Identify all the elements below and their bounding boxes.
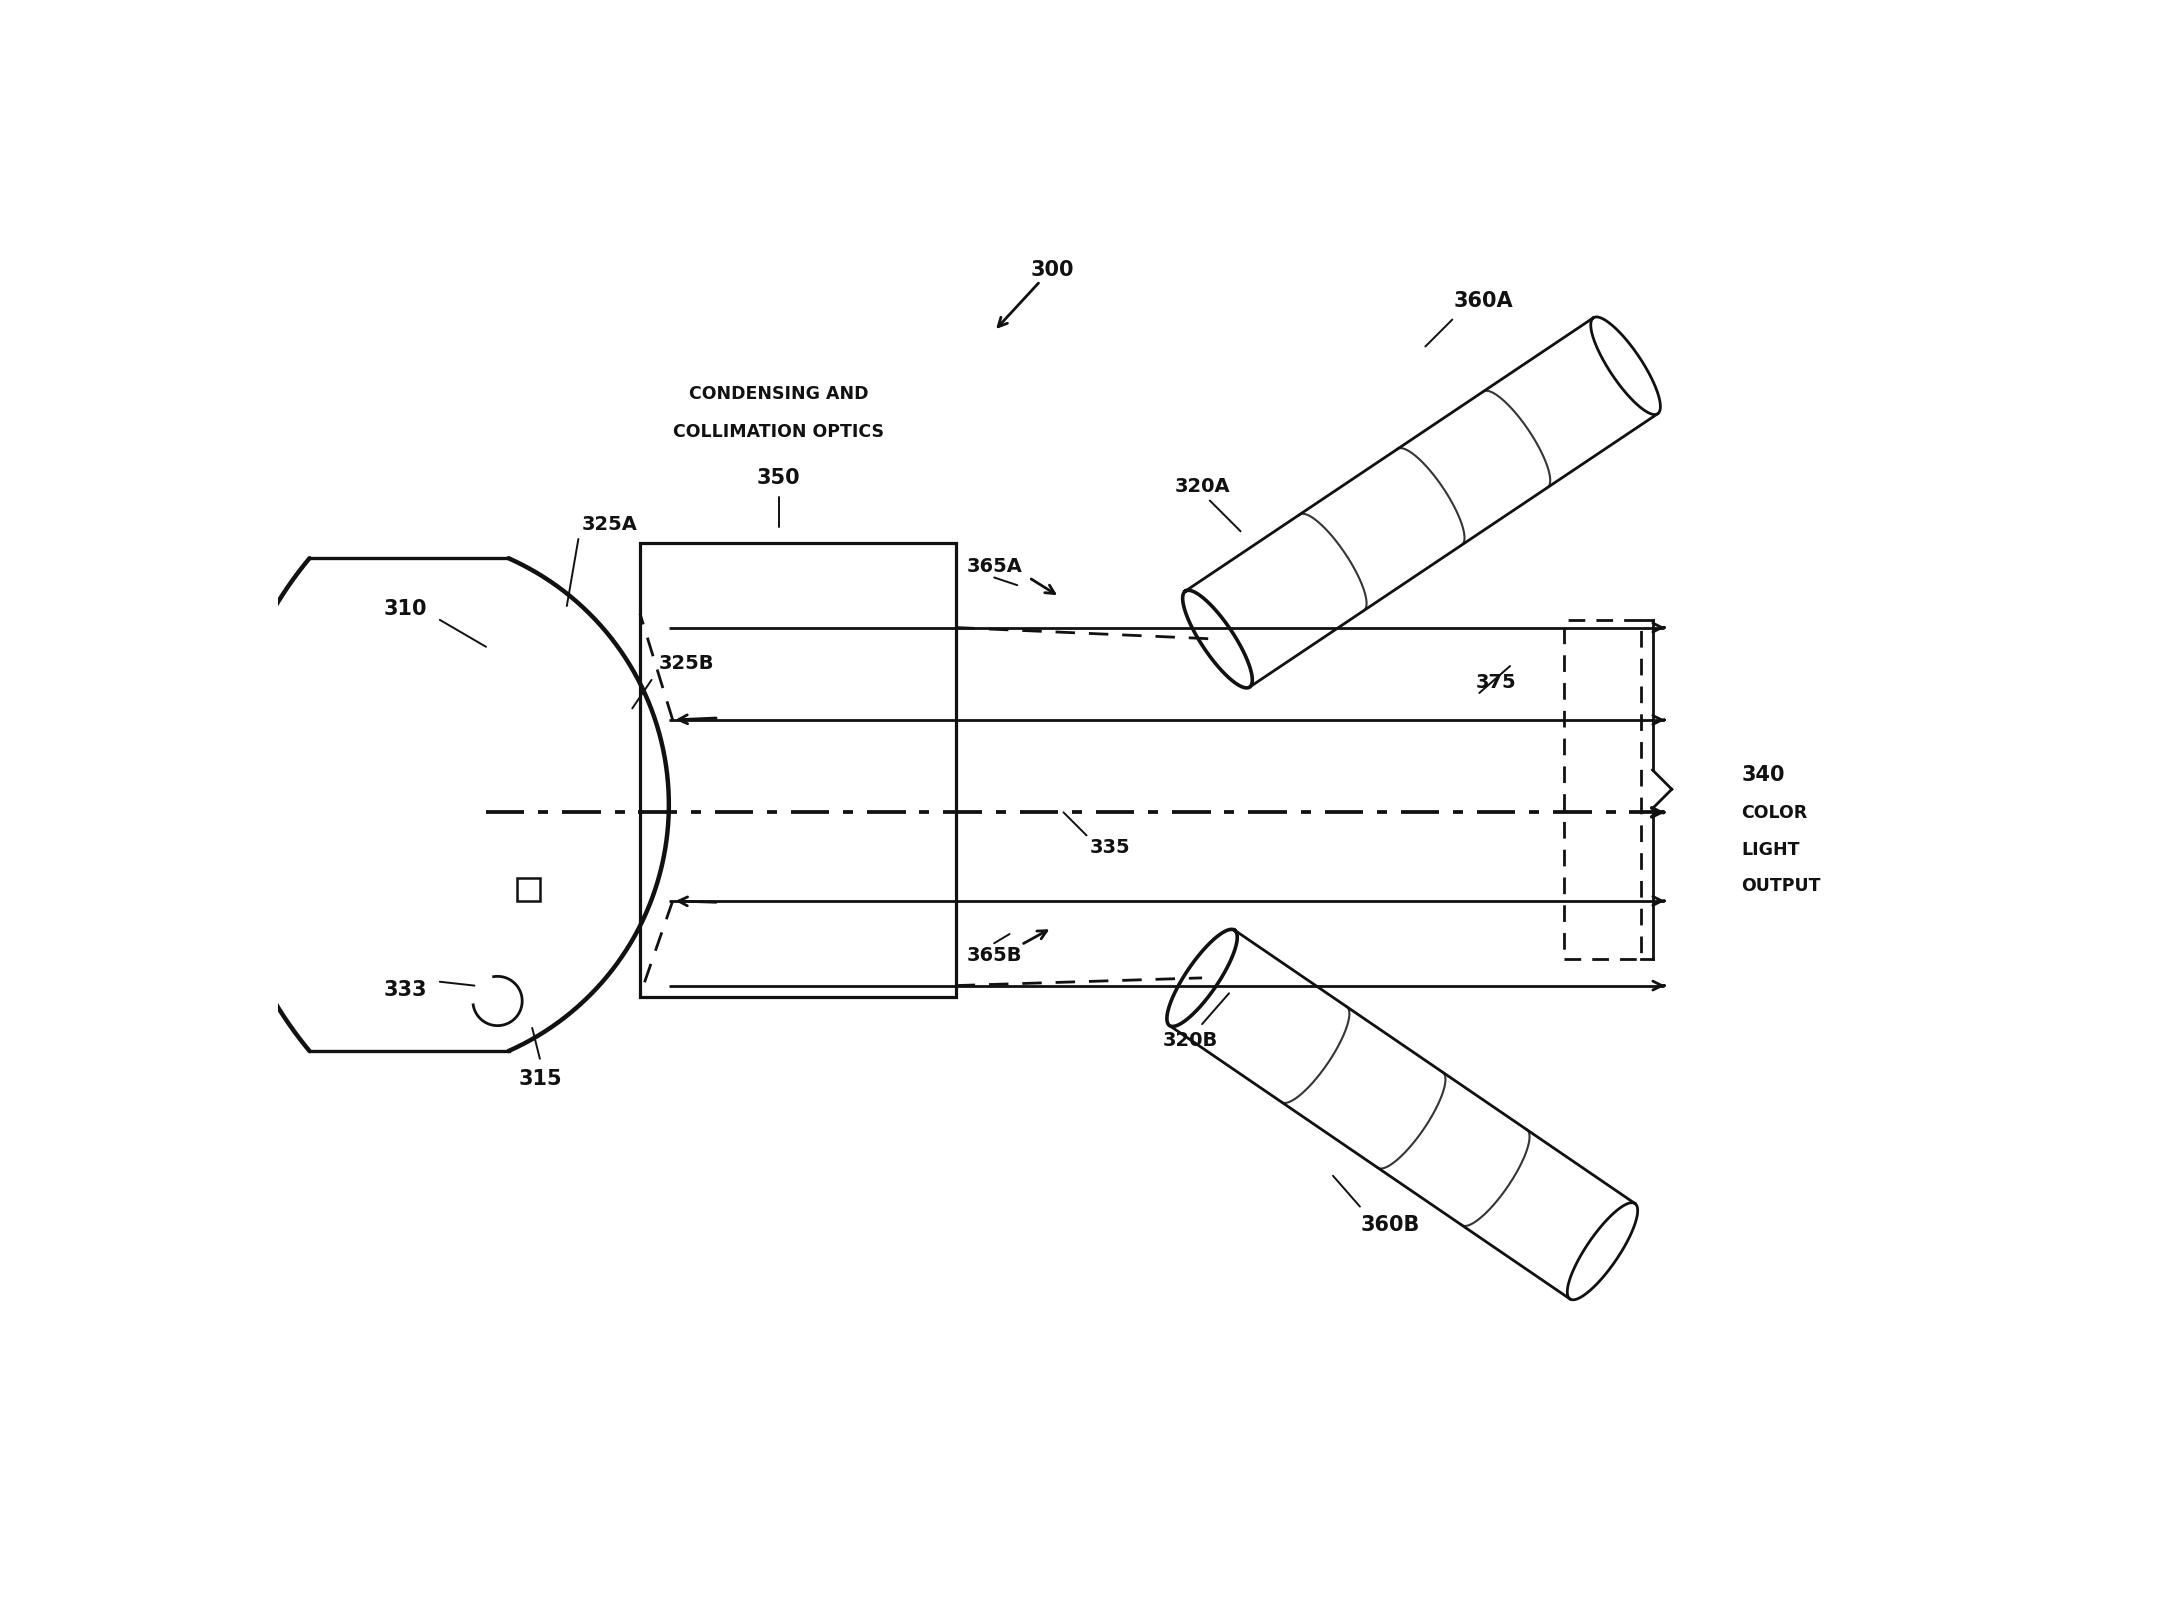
Text: 300: 300: [1029, 260, 1073, 281]
Text: 365B: 365B: [966, 945, 1023, 965]
Bar: [517, 878, 541, 902]
Text: 365A: 365A: [966, 557, 1023, 576]
Bar: [1564, 621, 1640, 960]
Text: CONDENSING AND: CONDENSING AND: [689, 385, 868, 403]
Text: 375: 375: [1474, 672, 1516, 692]
Text: 333: 333: [384, 979, 427, 1000]
Text: 325B: 325B: [659, 653, 713, 672]
Text: 320B: 320B: [1162, 1030, 1219, 1050]
Text: 340: 340: [1740, 764, 1784, 785]
Text: 310: 310: [384, 599, 427, 620]
Text: 315: 315: [519, 1069, 563, 1088]
Text: OUTPUT: OUTPUT: [1740, 876, 1821, 896]
Text: COLOR: COLOR: [1740, 804, 1808, 822]
Text: 320A: 320A: [1173, 477, 1230, 496]
Text: COLLIMATION OPTICS: COLLIMATION OPTICS: [674, 424, 883, 441]
Bar: [639, 544, 955, 998]
Text: 360B: 360B: [1361, 1215, 1420, 1234]
Text: 360A: 360A: [1453, 291, 1514, 311]
Text: 325A: 325A: [582, 515, 637, 534]
Text: LIGHT: LIGHT: [1740, 841, 1799, 859]
Text: 350: 350: [757, 469, 800, 488]
Text: 335: 335: [1088, 838, 1130, 857]
